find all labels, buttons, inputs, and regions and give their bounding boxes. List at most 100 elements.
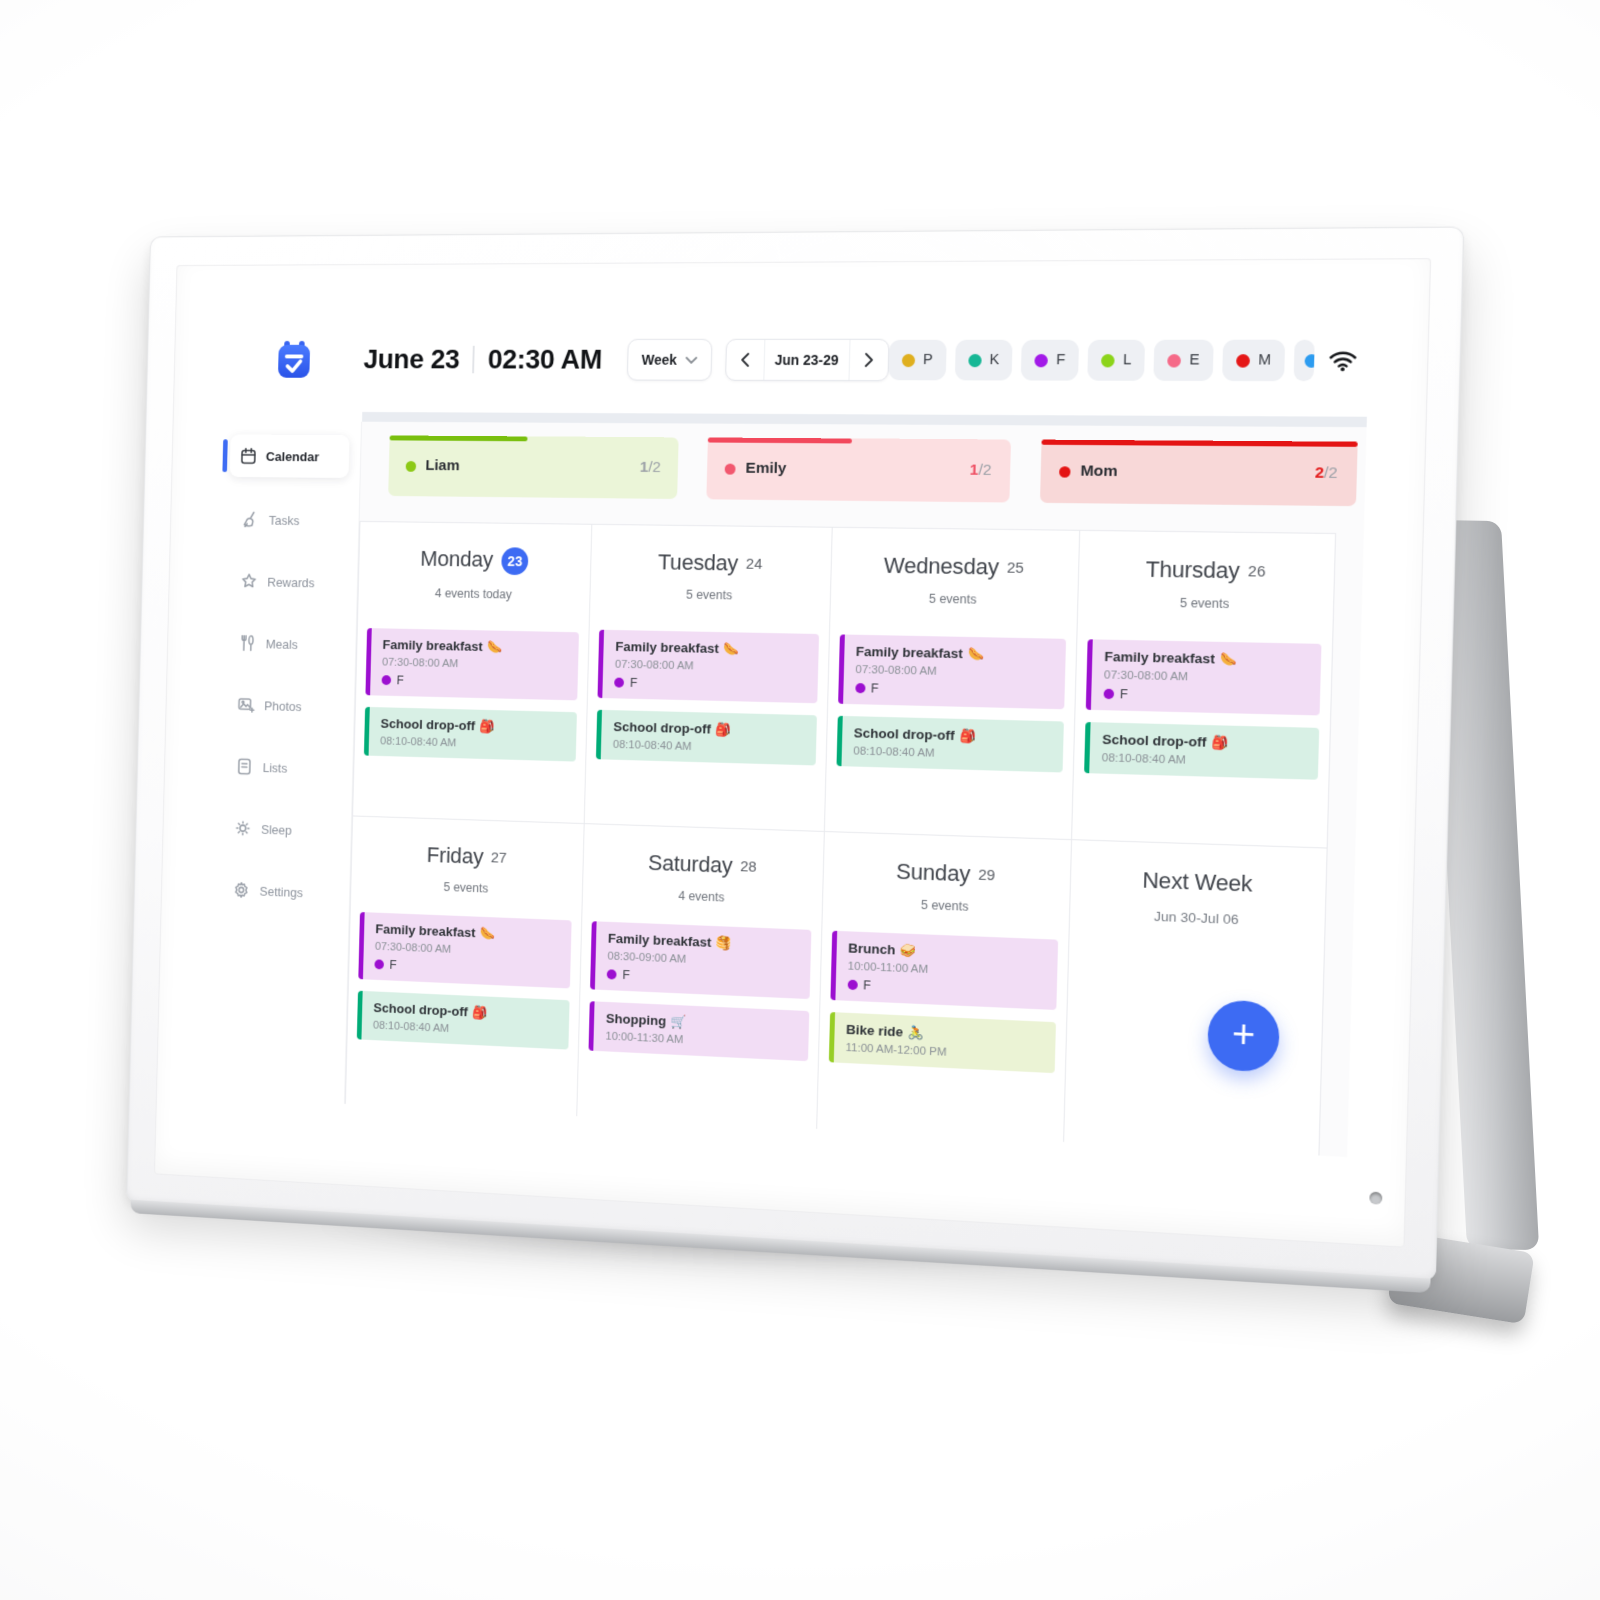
day-cell-thursday[interactable]: Thursday 26 5 events Family breakfast 🌭 07… [1071, 530, 1336, 848]
chevron-down-icon [685, 356, 697, 363]
event-emoji: 🌭 [1220, 651, 1238, 667]
day-name: Monday [420, 546, 494, 572]
avatar-dot [1304, 353, 1315, 368]
event-time: 07:30-08:00 AM [374, 940, 452, 956]
member-name: Emily [745, 459, 787, 478]
week-range-label: Jun 23-29 [763, 339, 851, 381]
event-title: School drop-off [1102, 731, 1207, 750]
calendar-app-ui: June 23 02:30 AM Week [206, 304, 1370, 1158]
view-selector-dropdown[interactable]: Week [626, 338, 713, 381]
event-card-school-dropoff[interactable]: School drop-off 🎒 08:10-08:40 AM [835, 715, 1064, 773]
avatar-initial: M [1257, 352, 1272, 369]
member-dot [724, 463, 736, 475]
avatar-chip-f[interactable]: F [1021, 339, 1080, 381]
sidebar-item-sleep[interactable]: Sleep [233, 818, 351, 841]
sidebar-item-lists[interactable]: Lists [235, 757, 353, 780]
progress-row: Liam 1/2 Emily 1/2 [388, 435, 1358, 507]
member-avatar-row: P K F L [888, 339, 1315, 382]
avatar-chip-l[interactable]: L [1087, 339, 1146, 381]
event-emoji: 🌭 [480, 925, 496, 941]
event-card-family-breakfast[interactable]: Family breakfast 🌭 07:30-08:00 AM F [597, 629, 819, 704]
sidebar-item-rewards[interactable]: Rewards [240, 572, 358, 593]
day-cell-friday[interactable]: Friday 27 5 events Family breakfast 🌭 07:3… [344, 816, 584, 1158]
event-card-school-dropoff[interactable]: School drop-off 🎒 08:10-08:40 AM [356, 990, 570, 1050]
document-icon [235, 757, 254, 777]
avatar-chip-p[interactable]: P [888, 339, 947, 381]
event-card-family-breakfast[interactable]: Family breakfast 🌭 07:30-08:00 AM F [837, 634, 1066, 710]
day-events-count: 5 events [1179, 595, 1230, 612]
day-header: Thursday 26 [1079, 555, 1335, 586]
attendee-initial: F [622, 967, 631, 983]
day-cell-wednesday[interactable]: Wednesday 25 5 events Family breakfast 🌭 0… [824, 527, 1079, 840]
event-card-school-dropoff[interactable]: School drop-off 🎒 08:10-08:40 AM [596, 709, 817, 766]
event-emoji: 🎒 [472, 1004, 489, 1021]
progress-card-emily[interactable]: Emily 1/2 [706, 437, 1011, 503]
sidebar-item-photos[interactable]: Photos [237, 695, 355, 717]
avatar-chip-k[interactable]: K [954, 339, 1013, 381]
progress-card-mom[interactable]: Mom 2/2 [1039, 439, 1358, 507]
day-header: Wednesday 25 [831, 552, 1078, 582]
attendee-initial: F [389, 958, 397, 972]
day-events-count: 5 events [443, 880, 489, 896]
day-header: Friday 27 [352, 840, 583, 874]
event-card-brunch[interactable]: Brunch 🥪 10:00-11:00 AM F [829, 930, 1058, 1010]
plus-icon: + [1231, 1012, 1256, 1057]
chevron-left-icon [741, 353, 749, 367]
event-card-bike-ride[interactable]: Bike ride 🚴 11:00 AM-12:00 PM [828, 1012, 1056, 1074]
main-panel: Liam 1/2 Emily 1/2 [344, 421, 1367, 1158]
event-emoji: 🛒 [670, 1013, 687, 1030]
event-emoji: 🎒 [959, 728, 977, 744]
day-number: 25 [1006, 559, 1025, 577]
event-emoji: 🌭 [487, 639, 504, 655]
smart-display-device: June 23 02:30 AM Week [126, 226, 1465, 1281]
day-cell-tuesday[interactable]: Tuesday 24 5 events Family breakfast 🌭 07:… [584, 524, 832, 831]
day-cell-sunday[interactable]: Sunday 29 5 events Brunch 🥪 10:00-11:00 AM… [815, 831, 1071, 1158]
event-card-family-breakfast[interactable]: Family breakfast 🌭 07:30-08:00 AM F [1085, 639, 1322, 716]
sidebar-item-meals[interactable]: Meals [238, 633, 356, 655]
sidebar-item-tasks[interactable]: Tasks [241, 510, 359, 531]
next-week-cell[interactable]: Next Week Jun 30-Jul 06 + [1062, 840, 1327, 1158]
day-events-count: 4 events today [434, 586, 513, 602]
avatar-dot [1235, 353, 1250, 368]
event-card-family-breakfast[interactable]: Family breakfast 🌭 07:30-08:00 AM F [358, 912, 572, 989]
day-number: 27 [490, 849, 507, 867]
day-cell-saturday[interactable]: Saturday 28 4 events Family breakfast 🥞 08… [576, 824, 824, 1158]
sidebar-item-label: Settings [259, 883, 304, 900]
photo-add-icon [237, 695, 256, 715]
avatar-chip-partial[interactable] [1293, 339, 1315, 382]
event-card-school-dropoff[interactable]: School drop-off 🎒 08:10-08:40 AM [363, 706, 578, 762]
avatar-chip-m[interactable]: M [1221, 339, 1286, 382]
event-card-shopping[interactable]: Shopping 🛒 10:00-11:30 AM [588, 1001, 809, 1062]
event-card-family-breakfast[interactable]: Family breakfast 🌭 07:30-08:00 AM F [365, 628, 580, 701]
event-time: 07:30-08:00 AM [614, 658, 694, 673]
event-time: 07:30-08:00 AM [381, 656, 459, 671]
event-title: Family breakfast [375, 921, 476, 941]
current-date: June 23 [363, 343, 460, 375]
day-cell-monday[interactable]: Monday 23 4 events today Family breakfast… [353, 521, 592, 824]
attendee-dot [614, 677, 625, 688]
event-title: School drop-off [373, 1000, 468, 1020]
event-time: 07:30-08:00 AM [855, 663, 937, 678]
sidebar-item-settings[interactable]: Settings [232, 880, 350, 904]
avatar-initial: P [922, 351, 933, 369]
next-week-button[interactable] [849, 340, 888, 380]
member-name: Mom [1080, 462, 1118, 481]
add-event-button[interactable]: + [1206, 999, 1281, 1073]
progress-card-liam[interactable]: Liam 1/2 [388, 435, 680, 499]
event-emoji: 🎒 [715, 721, 732, 738]
event-card-family-breakfast[interactable]: Family breakfast 🥞 08:30-09:00 AM F [590, 921, 811, 1000]
event-title: Family breakfast [1104, 648, 1216, 667]
day-name: Saturday [647, 850, 733, 878]
sidebar-item-calendar[interactable]: Calendar [229, 434, 350, 479]
member-name: Liam [425, 457, 460, 475]
event-time: 08:10-08:40 AM [612, 738, 692, 753]
device-screen: June 23 02:30 AM Week [154, 258, 1432, 1248]
event-title: School drop-off [853, 725, 955, 744]
prev-week-button[interactable] [726, 340, 764, 380]
day-header: Monday 23 [359, 545, 591, 577]
event-emoji: 🚴 [907, 1024, 925, 1041]
day-events-count: 5 events [920, 897, 969, 914]
avatar-chip-e[interactable]: E [1153, 339, 1214, 381]
day-events-count: 5 events [685, 587, 733, 603]
event-card-school-dropoff[interactable]: School drop-off 🎒 08:10-08:40 AM [1083, 722, 1320, 780]
